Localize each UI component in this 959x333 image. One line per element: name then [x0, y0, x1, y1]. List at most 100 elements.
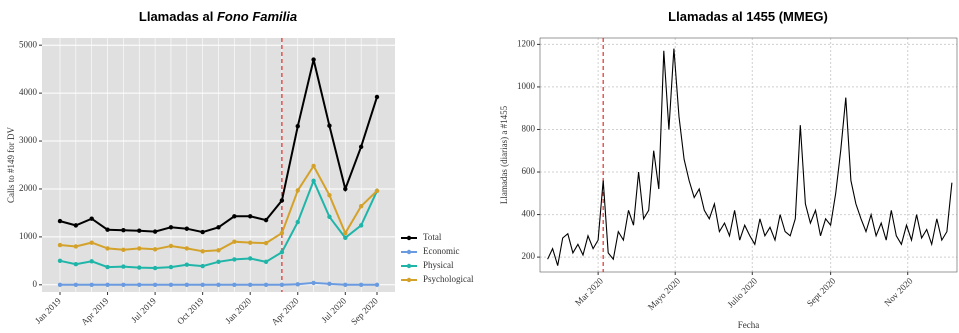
data-point — [89, 282, 94, 288]
data-point — [216, 259, 221, 265]
data-point — [263, 217, 269, 223]
x-tick-label: Oct 2019 — [175, 295, 206, 326]
data-point — [184, 246, 189, 251]
data-point — [105, 246, 110, 251]
y-tick-label: 5000 — [19, 39, 38, 49]
x-tick-label: Sep 2020 — [349, 295, 380, 326]
data-point — [374, 188, 380, 194]
data-point — [311, 280, 316, 286]
y-tick-label: 2000 — [19, 183, 38, 193]
data-point — [105, 282, 110, 288]
legend-swatch — [406, 249, 412, 255]
y-tick-label: 0 — [33, 279, 38, 289]
legend-swatch — [406, 235, 412, 241]
data-point — [73, 244, 79, 249]
x-axis-label: Fecha — [738, 320, 760, 330]
data-point — [295, 219, 300, 225]
y-axis-label: Calls to #149 for DV — [6, 127, 16, 203]
x-tick-label: Mayo 2020 — [646, 275, 683, 312]
data-point — [89, 240, 94, 245]
data-point — [358, 144, 364, 149]
data-point — [57, 282, 63, 288]
data-point — [232, 214, 237, 219]
data-point — [152, 282, 158, 288]
data-point — [327, 123, 332, 128]
data-point — [248, 282, 253, 288]
legend-swatch — [406, 263, 412, 269]
data-point — [89, 259, 94, 264]
data-point — [263, 282, 269, 288]
chart-title: Llamadas al Fono Familia — [139, 9, 297, 24]
data-point — [152, 247, 158, 252]
data-point — [200, 263, 205, 269]
y-tick-label: 3000 — [19, 135, 38, 145]
y-axis-label: Llamadas (diarias) a #1455 — [499, 105, 509, 204]
data-point — [358, 204, 364, 209]
data-point — [263, 259, 269, 265]
plot-background — [540, 38, 957, 272]
data-point — [168, 243, 174, 249]
data-point — [152, 229, 158, 234]
plot-frame — [539, 37, 958, 273]
data-point — [200, 282, 205, 288]
data-point — [232, 282, 237, 288]
data-point — [263, 240, 269, 246]
x-tick-label: Jan 2019 — [33, 295, 63, 325]
x-tick-label: Mar 2020 — [573, 275, 605, 307]
title-text: Llamadas al — [139, 9, 217, 24]
data-point — [279, 198, 285, 203]
series-line — [547, 48, 953, 266]
data-point — [200, 229, 205, 235]
data-point — [184, 282, 189, 288]
data-point — [152, 265, 158, 271]
data-point — [200, 249, 205, 254]
data-point — [295, 282, 300, 287]
data-point — [248, 214, 253, 219]
data-point — [216, 282, 221, 288]
x-tick-label: Jul 2019 — [129, 295, 158, 324]
x-tick-label: Apr 2019 — [79, 295, 111, 327]
data-point — [121, 264, 126, 269]
data-point — [358, 282, 364, 288]
y-tick-label: 600 — [522, 166, 536, 176]
y-tick-label: 1000 — [19, 231, 38, 241]
data-point — [327, 281, 332, 287]
data-point — [279, 282, 285, 288]
data-point — [121, 247, 126, 253]
data-point — [73, 223, 79, 228]
data-point — [168, 264, 174, 270]
data-point — [57, 242, 63, 248]
data-point — [311, 57, 316, 62]
data-point — [248, 256, 253, 261]
data-point — [105, 264, 110, 270]
x-tick-label: Nov 2020 — [882, 275, 915, 308]
y-tick-label: 400 — [522, 209, 536, 219]
y-tick-label: 1200 — [517, 38, 536, 48]
data-point — [184, 226, 189, 231]
data-point — [327, 214, 332, 219]
x-tick-label: Apr 2020 — [269, 295, 301, 327]
legend-swatch — [406, 277, 412, 283]
data-point — [184, 262, 189, 267]
x-tick-label: Jul 2020 — [319, 295, 348, 324]
data-point — [168, 282, 174, 288]
data-point — [358, 223, 364, 228]
data-point — [343, 235, 348, 241]
y-tick-label: 1000 — [517, 81, 536, 91]
x-tick-label: Julio 2020 — [725, 275, 759, 309]
data-point — [232, 239, 237, 244]
y-tick-label: 800 — [522, 124, 536, 134]
data-point — [73, 282, 79, 288]
legend-label: Economic — [423, 246, 460, 256]
data-point — [248, 240, 253, 245]
data-point — [137, 265, 142, 270]
x-tick-label: Sept 2020 — [805, 275, 838, 308]
data-point — [73, 262, 79, 267]
data-point — [374, 282, 380, 288]
chart-title: Llamadas al 1455 (MMEG) — [668, 9, 828, 24]
legend-label: Psychological — [423, 274, 474, 284]
y-tick-label: 200 — [522, 251, 536, 261]
data-point — [137, 246, 142, 251]
data-point — [121, 227, 126, 233]
